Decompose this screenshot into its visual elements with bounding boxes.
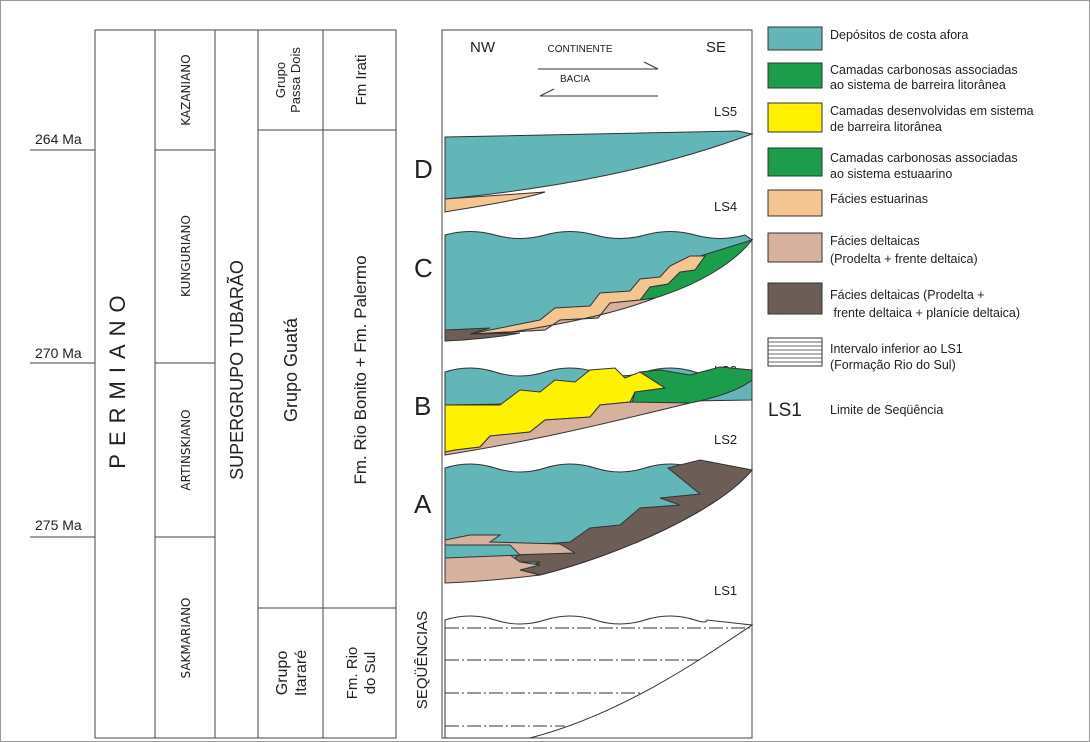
legend-swatch [767, 147, 823, 177]
legend-label: Limite de Seqüência [830, 403, 943, 417]
limit: LS2 [714, 432, 737, 447]
column-frame [94, 29, 397, 739]
arrow [538, 61, 659, 70]
stage: ARTINSKIANO [179, 409, 193, 490]
sequence-a [444, 459, 754, 584]
sequence-letter: D [414, 154, 433, 184]
group: Grupo Guatá [281, 317, 301, 422]
formation: Fm. Rio Bonito + Fm. Palermo [351, 255, 370, 484]
legend-label: Depósitos de costa afora [830, 28, 968, 42]
legend-label: Camadas desenvolvidas em sistema [830, 104, 1034, 118]
legend-label: Fácies estuarinas [830, 192, 928, 206]
legend-label: frente deltaica + planície deltaica) [830, 306, 1020, 320]
group: Itararé [293, 650, 310, 696]
limit: LS4 [714, 199, 737, 214]
age-label: 264 Ma [35, 131, 82, 147]
group: Passa Dois [288, 47, 303, 113]
age-scale: 264 Ma 270 Ma 275 Ma [30, 131, 95, 538]
compass: SE [706, 39, 726, 56]
age-label: 275 Ma [35, 517, 82, 533]
sequence-d [444, 130, 754, 213]
legend-symbol: LS1 [768, 400, 802, 421]
columns: PERMIANO KAZANIANO KUNGURIANO ARTINSKIAN… [94, 29, 397, 739]
legend-label: Intervalo inferior ao LS1 [830, 342, 963, 356]
legend-swatch [767, 62, 823, 89]
formation: Fm Irati [353, 55, 370, 106]
group: Grupo [274, 651, 291, 696]
legend-label: Camadas carbonosas associadas [830, 151, 1018, 165]
stage: SAKMARIANO [179, 598, 193, 679]
formation: do Sul [362, 652, 379, 695]
supergroup: SUPERGRUPO TUBARÃO [226, 260, 247, 480]
legend-label: Fácies deltaicas (Prodelta + [830, 288, 985, 302]
sequences-title: SEQÜÊNCIAS [413, 611, 431, 709]
limit: LS1 [714, 583, 737, 598]
legend-label: (Formação Rio do Sul) [830, 358, 956, 372]
legend-swatch [767, 337, 823, 367]
legend-swatch [767, 232, 823, 263]
legend-swatch [767, 189, 823, 217]
ls1-interval [444, 615, 754, 739]
sequence-letter: B [414, 391, 431, 421]
sequence-b [444, 366, 753, 456]
legend: Depósitos de costa afora Camadas carbono… [767, 26, 1034, 421]
sequence-letter: C [414, 253, 433, 283]
sequence-c [444, 231, 754, 342]
arrow [539, 88, 658, 97]
compass: NW [470, 39, 496, 56]
arrow-label: CONTINENTE [548, 44, 613, 55]
legend-label: de barreira litorânea [830, 120, 942, 134]
period: PERMIANO [105, 287, 130, 468]
legend-swatch [767, 26, 823, 51]
sequences: SEQÜÊNCIAS NW SE CONTINENTE BACIA LS5 LS… [413, 29, 754, 739]
sequence-letter: A [414, 489, 432, 519]
legend-swatch [767, 282, 823, 315]
stage: KUNGURIANO [179, 215, 193, 297]
legend-label: ao sistema de barreira litorânea [830, 78, 1006, 92]
legend-swatch [767, 102, 823, 133]
limit: LS5 [714, 104, 737, 119]
legend-label: (Prodelta + frente deltaica) [830, 252, 978, 266]
legend-label: Fácies deltaicas [830, 234, 920, 248]
formation: Fm. Rio [344, 647, 361, 700]
age-label: 270 Ma [35, 345, 82, 361]
group: Grupo [273, 62, 288, 98]
arrow-label: BACIA [560, 74, 590, 85]
stage: KAZANIANO [179, 54, 193, 125]
legend-label: Camadas carbonosas associadas [830, 63, 1018, 77]
legend-label: ao sistema estuaarino [830, 167, 952, 181]
